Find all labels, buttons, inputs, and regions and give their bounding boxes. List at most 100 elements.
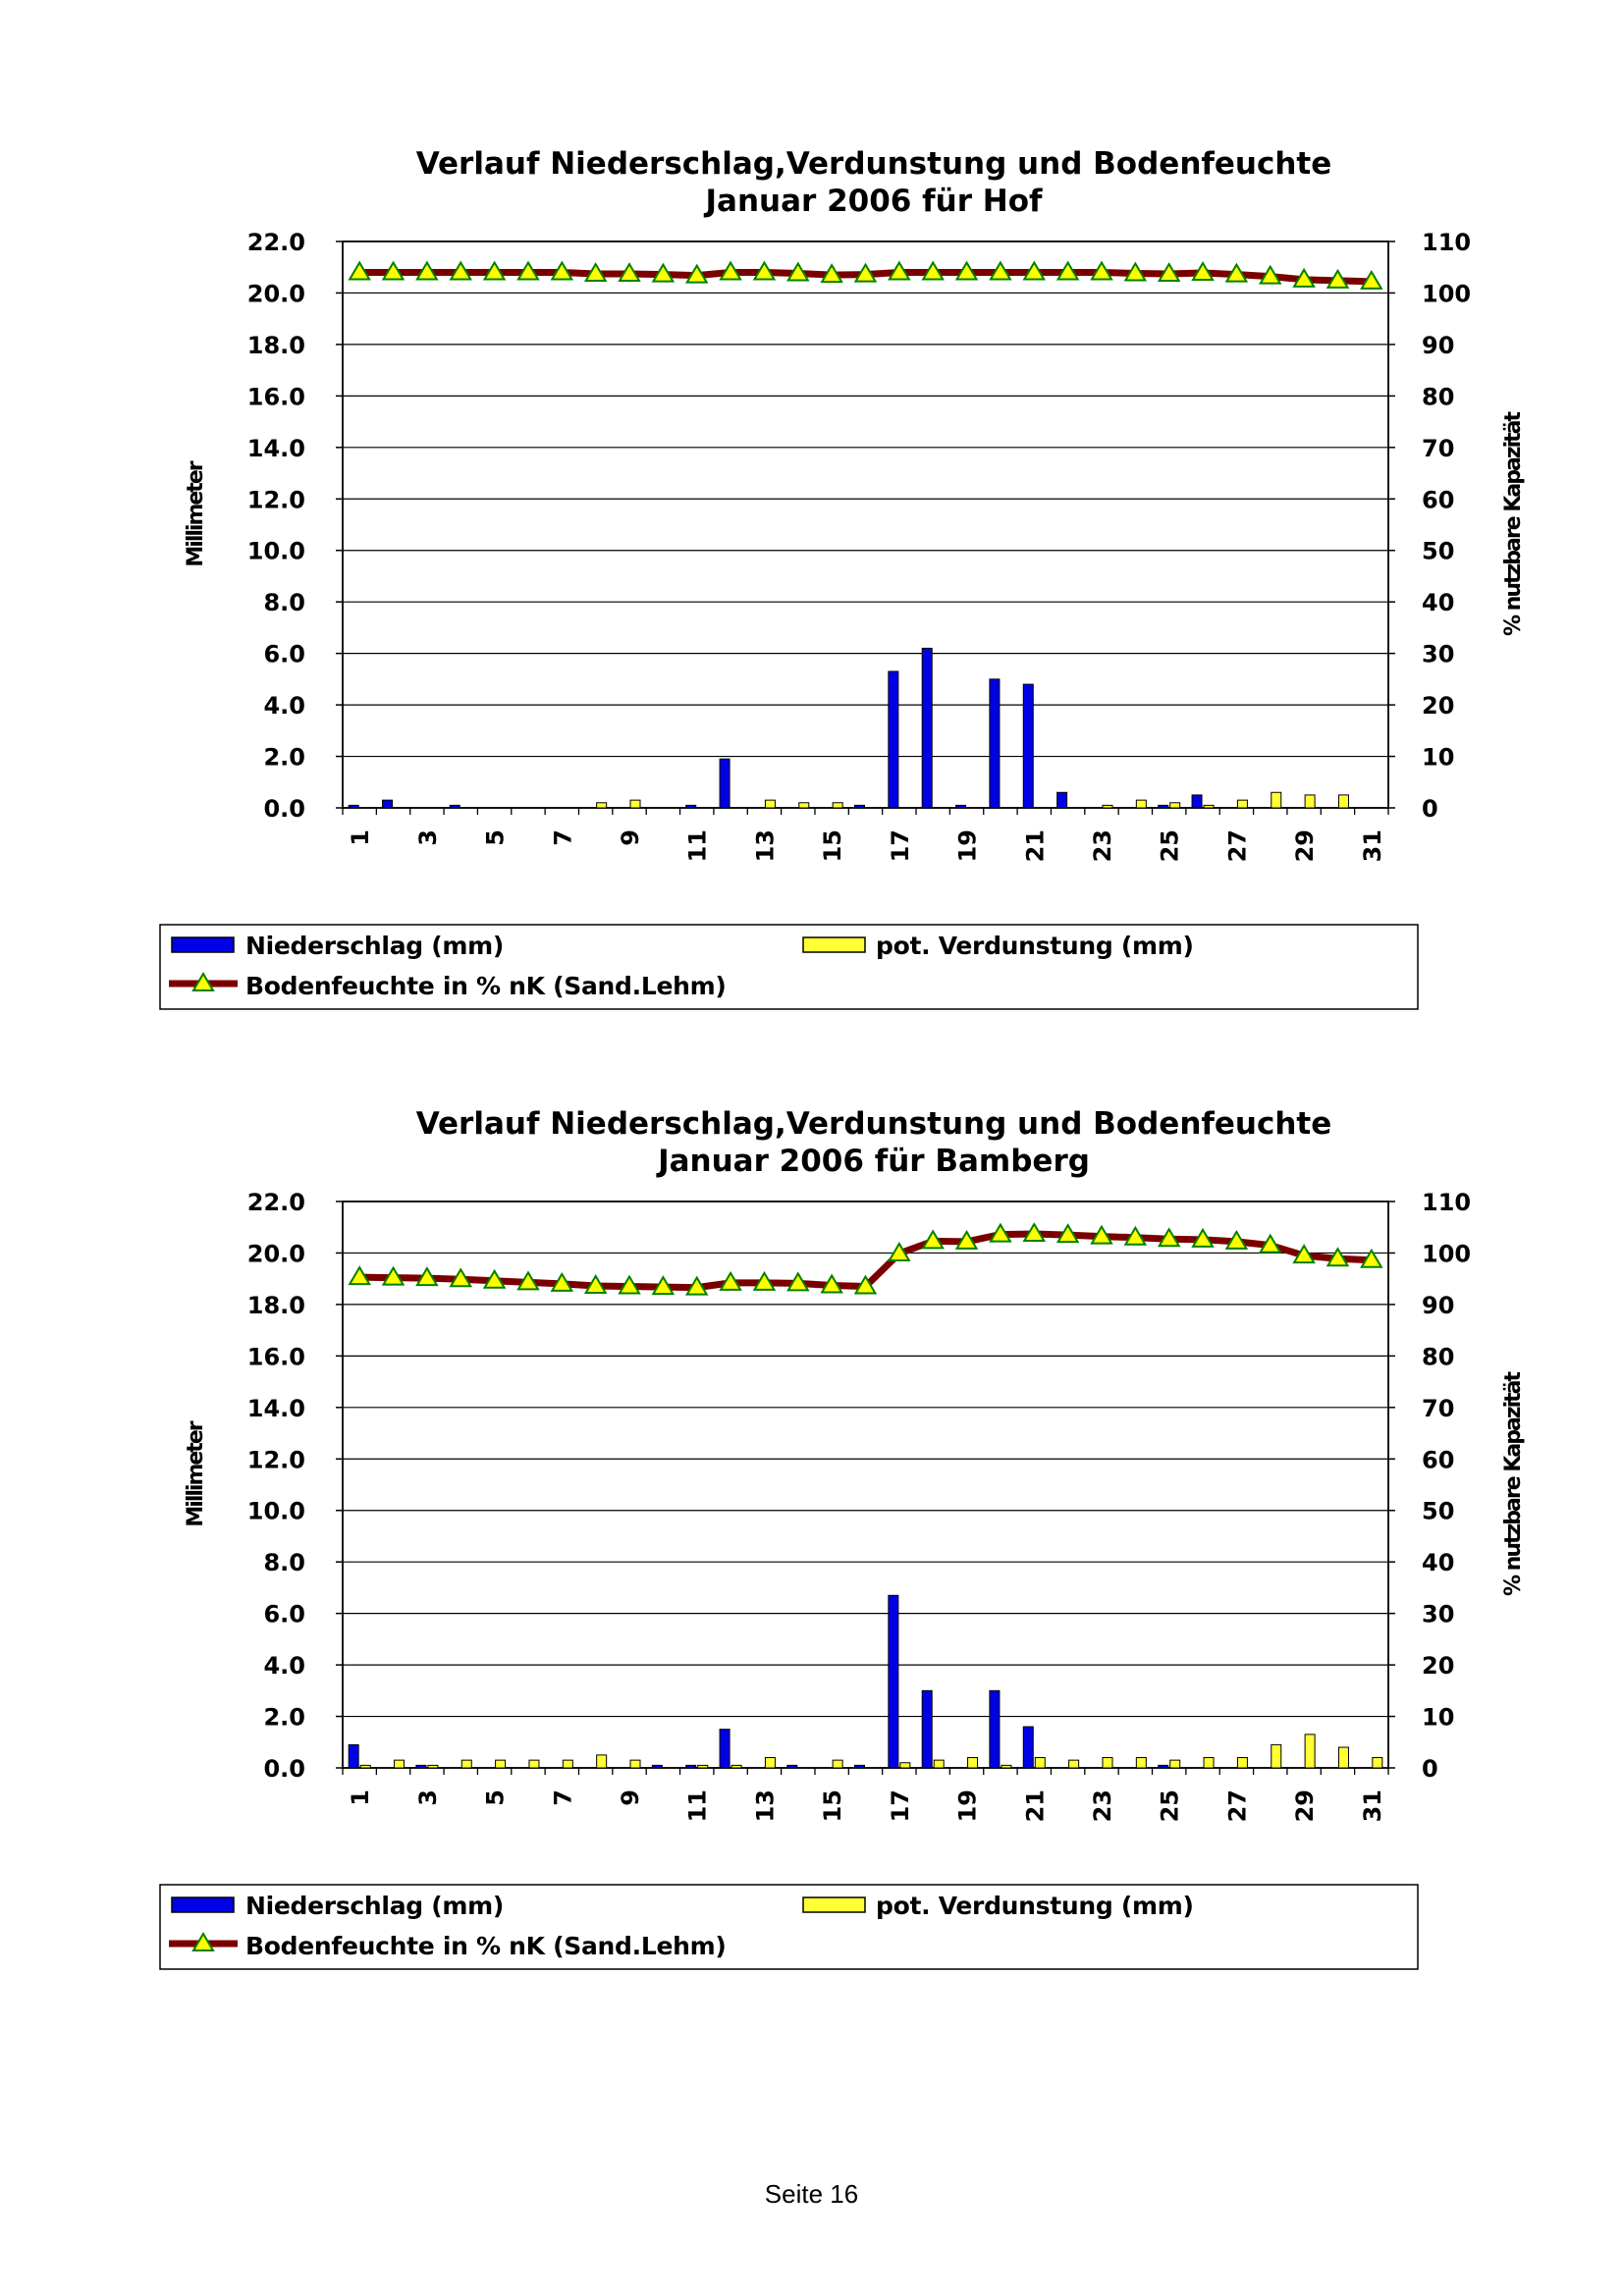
bar-verdunstung xyxy=(798,802,810,809)
bar-verdunstung xyxy=(730,1764,742,1769)
legend-label-bodenfeuchte: Bodenfeuchte in % nK (Sand.Lehm) xyxy=(245,972,727,1000)
x-tick-label: 1 xyxy=(347,829,374,846)
point-bodenfeuchte xyxy=(348,260,371,281)
bar-niederschlag xyxy=(348,804,359,809)
point-bodenfeuchte xyxy=(583,1274,608,1295)
point-bodenfeuchte xyxy=(989,1222,1012,1243)
point-bodenfeuchte xyxy=(415,1266,439,1287)
point-bodenfeuchte xyxy=(651,262,676,283)
point-bodenfeuchte xyxy=(1360,269,1383,290)
legend-marker-bodenfeuchte xyxy=(191,972,215,991)
y-tick-label: 18.0 xyxy=(247,332,305,359)
legend-swatch-niederschlag xyxy=(171,936,235,953)
y2-tick-label: 40 xyxy=(1422,1549,1454,1576)
chart-title-line-1: Verlauf Niederschlag,Verdunstung und Bod… xyxy=(416,146,1332,182)
point-bodenfeuchte xyxy=(853,1274,878,1295)
point-bodenfeuchte xyxy=(989,260,1012,281)
y2-tick-label: 10 xyxy=(1422,1704,1454,1732)
bar-niederschlag xyxy=(1022,1726,1034,1769)
bar-verdunstung xyxy=(899,1762,911,1769)
point-bodenfeuchte xyxy=(516,260,540,281)
y-tick-label: 10.0 xyxy=(247,1498,305,1525)
point-bodenfeuchte xyxy=(449,260,472,281)
y-tick-label: 16.0 xyxy=(247,1343,305,1370)
point-bodenfeuchte xyxy=(921,260,945,281)
y2-tick-label: 0 xyxy=(1422,795,1438,823)
bar-verdunstung xyxy=(832,802,843,809)
y2-tick-label: 100 xyxy=(1422,1240,1471,1267)
y-tick-label: 22.0 xyxy=(247,1189,305,1216)
bar-niederschlag xyxy=(921,647,933,809)
y-tick-label: 14.0 xyxy=(247,435,305,462)
y-tick-label: 6.0 xyxy=(263,641,305,668)
legend-label-niederschlag: Niederschlag (mm) xyxy=(245,932,504,960)
x-tick-label: 9 xyxy=(617,1789,644,1806)
x-tick-label: 19 xyxy=(954,829,982,862)
chart-hof: Verlauf Niederschlag,Verdunstung und Bod… xyxy=(0,0,1623,1036)
point-bodenfeuchte xyxy=(618,262,641,283)
y2-tick-label: 60 xyxy=(1422,486,1454,513)
legend-marker-bodenfeuchte xyxy=(191,1932,215,1951)
y2-tick-label: 70 xyxy=(1422,435,1454,462)
legend-box xyxy=(159,924,1419,1010)
bar-verdunstung xyxy=(1372,1757,1383,1769)
point-bodenfeuchte xyxy=(853,262,878,283)
y2-tick-label: 70 xyxy=(1422,1395,1454,1422)
bar-verdunstung xyxy=(1236,799,1248,809)
x-tick-label: 19 xyxy=(954,1789,982,1822)
x-tick-label: 11 xyxy=(684,1789,712,1822)
point-bodenfeuchte xyxy=(752,1270,777,1291)
point-bodenfeuchte xyxy=(651,1275,676,1296)
point-bodenfeuchte xyxy=(550,260,574,281)
bar-niederschlag xyxy=(1158,804,1169,809)
bar-verdunstung xyxy=(495,1759,507,1769)
bar-niederschlag xyxy=(888,1594,899,1769)
y-tick-label: 10.0 xyxy=(247,538,305,565)
bar-verdunstung xyxy=(1102,804,1113,809)
bar-verdunstung xyxy=(764,1757,776,1769)
bar-verdunstung xyxy=(596,1754,608,1769)
bar-niederschlag xyxy=(651,1764,663,1769)
bar-verdunstung xyxy=(1337,794,1349,809)
x-tick-label: 17 xyxy=(887,829,914,862)
y-tick-label: 4.0 xyxy=(263,692,305,720)
bar-verdunstung xyxy=(562,1759,573,1769)
point-bodenfeuchte xyxy=(583,262,608,283)
y-tick-label: 20.0 xyxy=(247,280,305,307)
legend-box xyxy=(159,1884,1419,1970)
x-tick-label: 5 xyxy=(482,1789,510,1806)
x-tick-label: 15 xyxy=(819,1789,846,1822)
bar-verdunstung xyxy=(394,1759,406,1769)
point-bodenfeuchte xyxy=(684,263,709,284)
bar-verdunstung xyxy=(1203,1757,1215,1769)
x-tick-label: 17 xyxy=(887,1789,914,1822)
bar-niederschlag xyxy=(786,1764,798,1769)
bar-niederschlag xyxy=(348,1743,359,1769)
y-axis-title: Millimeter xyxy=(184,1420,208,1526)
bar-niederschlag xyxy=(1022,683,1034,809)
legend-label-verdunstung: pot. Verdunstung (mm) xyxy=(876,1892,1194,1920)
point-bodenfeuchte xyxy=(381,260,406,281)
y2-tick-label: 10 xyxy=(1422,744,1454,772)
bar-verdunstung xyxy=(1034,1757,1046,1769)
x-tick-label: 3 xyxy=(414,1789,442,1806)
x-tick-label: 11 xyxy=(684,829,712,862)
bar-verdunstung xyxy=(1236,1757,1248,1769)
legend-swatch-niederschlag xyxy=(171,1896,235,1913)
x-tick-label: 25 xyxy=(1157,829,1184,862)
point-bodenfeuchte xyxy=(719,1270,742,1291)
legend-swatch-verdunstung xyxy=(802,936,866,953)
bar-niederschlag xyxy=(989,678,1001,809)
point-bodenfeuchte xyxy=(1292,1244,1316,1264)
bar-verdunstung xyxy=(1203,804,1215,809)
y-tick-label: 2.0 xyxy=(263,1704,305,1732)
bar-niederschlag xyxy=(685,804,697,809)
x-tick-label: 23 xyxy=(1089,829,1116,862)
y-tick-label: 16.0 xyxy=(247,383,305,410)
bar-verdunstung xyxy=(427,1764,439,1769)
point-bodenfeuchte xyxy=(888,260,911,281)
y-tick-label: 8.0 xyxy=(263,589,305,616)
chart-title-line-1: Verlauf Niederschlag,Verdunstung und Bod… xyxy=(416,1106,1332,1142)
point-bodenfeuchte xyxy=(1191,261,1215,281)
x-tick-label: 31 xyxy=(1359,1789,1386,1822)
